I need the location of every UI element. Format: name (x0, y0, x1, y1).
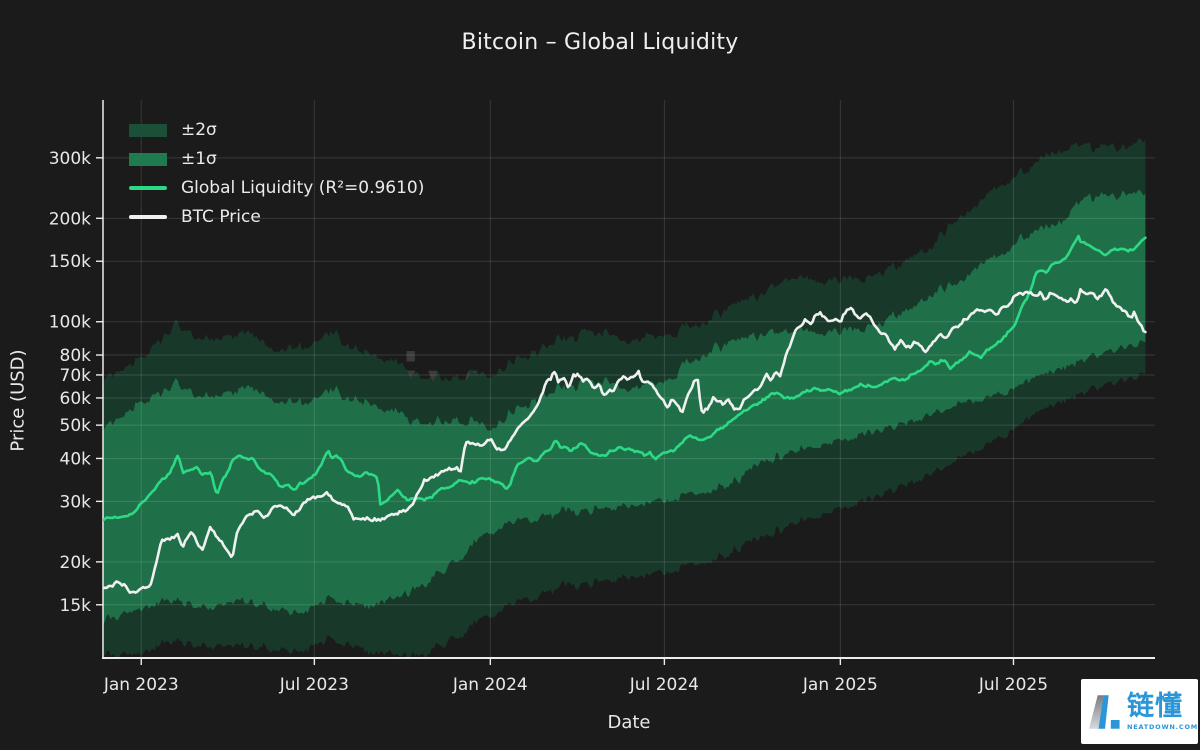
chart-title: Bitcoin – Global Liquidity (461, 30, 739, 55)
y-axis-label: Price (USD) (7, 349, 29, 452)
x-tick-label: Jul 2025 (978, 675, 1048, 695)
btc-line-swatch (129, 215, 167, 219)
legend-item-btc-price: BTC Price (129, 206, 424, 228)
x-tick-label: Jul 2024 (629, 675, 699, 695)
logo-name: 链懂 (1127, 690, 1184, 722)
neatdown-logo: 链懂 NEATDOWN.COM (1081, 679, 1198, 744)
y-tick-label: 200k (49, 209, 91, 229)
neatdown-logo-text: 链懂 NEATDOWN.COM (1127, 693, 1198, 731)
y-tick-label: 30k (60, 492, 92, 512)
y-tick-label: 20k (60, 553, 92, 573)
y-tick-label: 300k (49, 149, 91, 169)
legend-item-2sigma: ±2σ (129, 119, 424, 141)
1sigma-band-swatch (129, 152, 167, 166)
y-tick-label: 80k (60, 346, 92, 366)
x-tick-label: Jan 2023 (103, 675, 179, 695)
legend-item-1sigma: ±1σ (129, 148, 424, 170)
y-tick-label: 100k (49, 313, 91, 333)
legend-item-global-liquidity: Global Liquidity (R²=0.9610) (129, 177, 424, 199)
legend-label: BTC Price (181, 207, 261, 227)
y-tick-label: 50k (60, 416, 92, 436)
liquidity-line (103, 234, 1147, 522)
y-tick-label: 40k (60, 449, 92, 469)
legend-label: Global Liquidity (R²=0.9610) (181, 178, 425, 198)
x-tick-label: Jul 2023 (279, 675, 349, 695)
y-tick-label: 150k (49, 252, 91, 272)
neatdown-logo-icon (1089, 694, 1120, 729)
logo-domain: NEATDOWN.COM (1127, 722, 1198, 731)
btc-price-line (103, 288, 1147, 594)
2sigma-band-swatch (129, 123, 167, 137)
band-1sigma-area (103, 189, 1146, 626)
legend: ±2σ ±1σ Global Liquidity (R²=0.9610) BTC… (129, 119, 424, 228)
x-tick-label: Jan 2025 (802, 675, 878, 695)
legend-label: ±2σ (181, 120, 217, 140)
y-tick-label: 70k (60, 366, 92, 386)
x-tick-label: Jan 2024 (452, 675, 528, 695)
x-axis-label: Date (607, 712, 651, 733)
legend-label: ±1σ (181, 149, 217, 169)
y-tick-label: 60k (60, 389, 92, 409)
liquidity-line-swatch (129, 186, 167, 190)
y-tick-label: 15k (60, 596, 92, 616)
